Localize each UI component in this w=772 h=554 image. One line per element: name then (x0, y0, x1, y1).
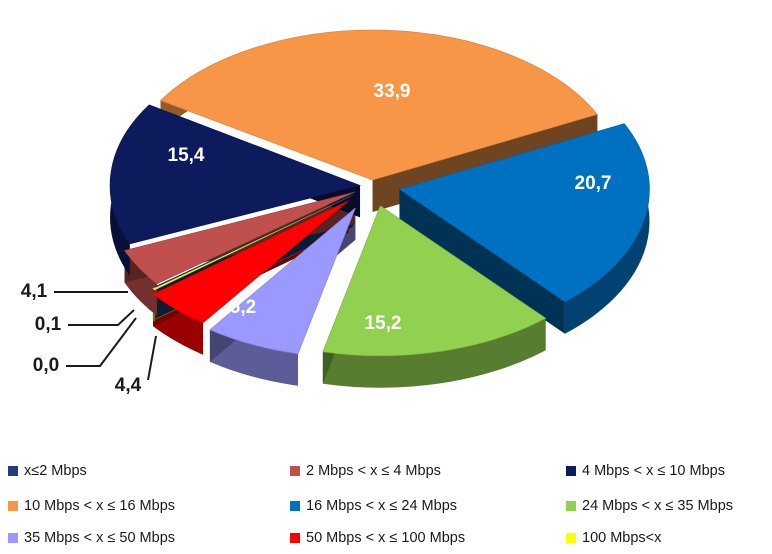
legend-label: 100 Mbps<x (582, 530, 662, 546)
pie-slice-side (322, 318, 546, 388)
slice-value-label: 4,1 (21, 281, 48, 302)
legend-label: 4 Mbps < x ≤ 10 Mbps (582, 463, 725, 479)
pie-tops (109, 29, 650, 357)
slice-value-label: 33,9 (374, 81, 411, 102)
legend-swatch (566, 501, 576, 511)
pie-labels: 0,0 4,1 15,4 33,9 20,7 15,2 6,2 4,4 0,1 (21, 81, 612, 396)
pie-slice (152, 196, 351, 291)
legend-swatch (290, 501, 300, 511)
pie-slice (109, 104, 362, 245)
legend-label: 35 Mbps < x ≤ 50 Mbps (24, 530, 176, 546)
pie-slice (322, 205, 547, 357)
slice-value-label: 15,4 (168, 145, 205, 166)
legend-swatch (8, 466, 18, 476)
legend-item-100-plus: 100 Mbps<x (566, 530, 661, 546)
pie-slice-side (564, 123, 650, 334)
pie-slice-side (209, 329, 299, 386)
legend-swatch (8, 501, 18, 511)
pie-slice (209, 207, 356, 355)
pie-slice (154, 194, 354, 288)
legend-item-24-35: 24 Mbps < x ≤ 35 Mbps (566, 498, 733, 514)
legend-label: 50 Mbps < x ≤ 100 Mbps (306, 530, 466, 546)
legend-item-10-16: 10 Mbps < x ≤ 16 Mbps (8, 498, 175, 514)
legend-label: x≤2 Mbps (24, 463, 87, 479)
pie-slice (124, 191, 355, 285)
legend-label: 24 Mbps < x ≤ 35 Mbps (582, 498, 734, 514)
leader-line (147, 335, 157, 381)
leader-line (66, 317, 137, 367)
pie-slice (159, 29, 598, 181)
legend-item-16-24: 16 Mbps < x ≤ 24 Mbps (290, 498, 457, 514)
pie-slice (152, 200, 349, 324)
legend-swatch (566, 533, 576, 543)
legend-item-2-4: 2 Mbps < x ≤ 4 Mbps (290, 463, 441, 479)
legend-swatch (566, 466, 576, 476)
legend-label: 10 Mbps < x ≤ 16 Mbps (24, 498, 176, 514)
slice-value-label: 0,0 (33, 355, 59, 376)
slice-value-label: 4,4 (115, 375, 142, 396)
slice-value-label: 0,1 (35, 314, 62, 335)
pie-chart: 0,0 4,1 15,4 33,9 20,7 15,2 6,2 4,4 0,1 (21, 29, 650, 396)
legend-label: 2 Mbps < x ≤ 4 Mbps (306, 463, 441, 479)
legend-swatch (290, 466, 300, 476)
legend-swatch (8, 533, 18, 543)
legend-item-4-10: 4 Mbps < x ≤ 10 Mbps (566, 463, 725, 479)
slice-value-label: 20,7 (575, 173, 612, 194)
leader-line (68, 309, 135, 326)
legend: x≤2 Mbps 2 Mbps < x ≤ 4 Mbps 4 Mbps < x … (0, 455, 772, 551)
legend-label: 16 Mbps < x ≤ 24 Mbps (306, 498, 458, 514)
legend-item-x-le-2: x≤2 Mbps (8, 463, 87, 479)
pie-slice (398, 123, 650, 303)
legend-item-35-50: 35 Mbps < x ≤ 50 Mbps (8, 530, 175, 546)
pie-slice-wall (399, 189, 565, 334)
legend-item-50-100: 50 Mbps < x ≤ 100 Mbps (290, 530, 465, 546)
slice-value-label: 15,2 (365, 313, 402, 334)
legend-swatch (290, 533, 300, 543)
slice-value-label: 6,2 (230, 297, 256, 318)
